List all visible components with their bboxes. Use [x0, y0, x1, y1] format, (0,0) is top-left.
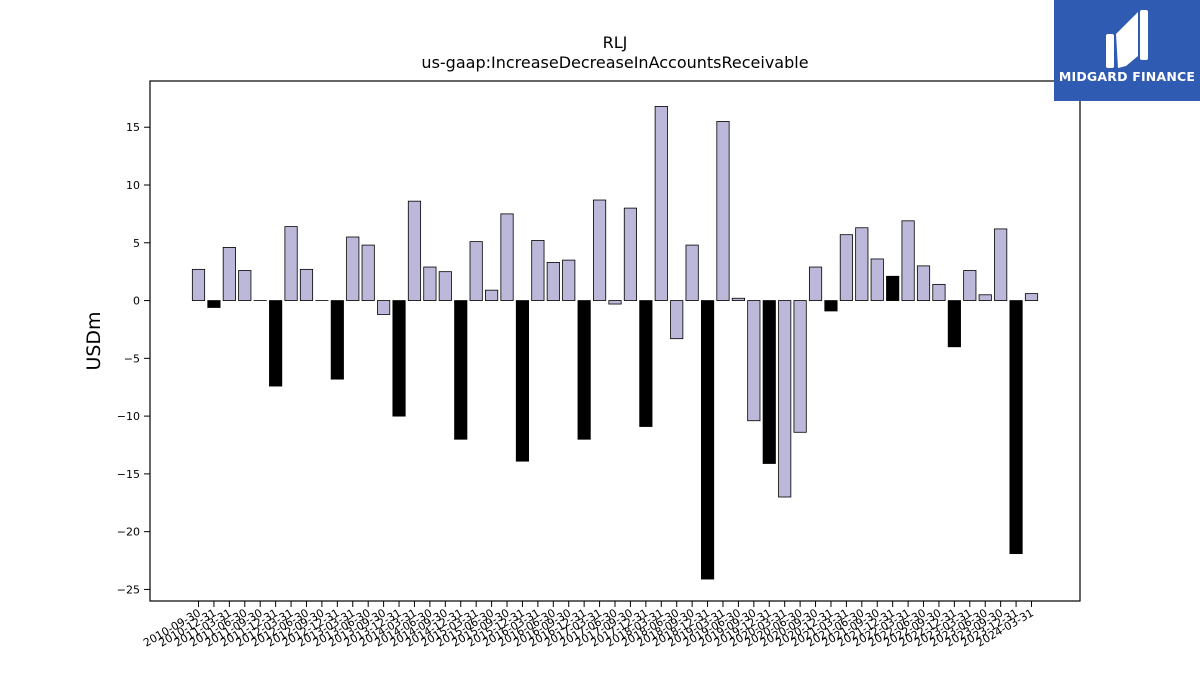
y-tick-label: −15 [117, 468, 140, 481]
bar-2018-03-31 [654, 106, 668, 301]
bar-2017-03-31 [593, 199, 607, 301]
bar-2023-06-30 [978, 294, 992, 301]
bar-2018-09-30 [685, 244, 699, 301]
bar-2019-03-31 [716, 121, 730, 301]
bar-2019-09-30 [747, 300, 761, 422]
bar-2016-06-30 [546, 262, 560, 301]
bar-2022-09-30 [932, 283, 946, 301]
bar-2014-03-31 [407, 200, 422, 301]
bar-2011-03-31 [222, 246, 236, 301]
bar-2011-12-31 [269, 300, 283, 387]
bar-2018-06-30 [670, 300, 684, 340]
bar-2020-12-31 [824, 300, 838, 312]
x-axis-ticks: 2010-09-302010-12-312011-03-312011-06-30… [141, 601, 1036, 650]
bar-2016-09-30 [562, 259, 576, 301]
bar-2016-12-31 [577, 300, 591, 440]
y-tick-label: 15 [126, 121, 140, 134]
bar-2021-09-30 [870, 258, 884, 301]
y-tick-label: 5 [133, 237, 140, 250]
bar-2013-09-30 [377, 300, 391, 315]
bar-2017-09-30 [623, 207, 638, 301]
bar-2024-03-31 [1024, 293, 1039, 301]
bar-2013-06-30 [361, 244, 375, 301]
bar-2015-09-30 [500, 213, 514, 301]
bar-2022-06-30 [916, 265, 931, 301]
bar-group [191, 106, 1039, 580]
bar-2010-12-31 [207, 300, 221, 308]
midgard-logo-icon [1106, 10, 1148, 68]
bar-2020-03-31 [778, 300, 792, 498]
bar-2023-09-30 [994, 228, 1008, 301]
bar-2020-06-30 [793, 300, 807, 433]
bar-2014-12-31 [454, 300, 468, 440]
bar-2023-12-31 [1009, 300, 1023, 555]
y-tick-label: −25 [117, 583, 140, 596]
y-axis-ticks: −25 −20 −15 −10 −5 0 5 10 15 [117, 121, 150, 596]
chart-subtitle: us-gaap:IncreaseDecreaseInAccountsReceiv… [421, 53, 808, 72]
bar-2013-03-31 [346, 236, 360, 301]
bar-2015-03-31 [469, 241, 483, 301]
bar-2016-03-31 [531, 240, 545, 301]
bar-2014-09-30 [438, 271, 452, 301]
bar-2019-12-31 [762, 300, 776, 464]
bar-2010-09-30 [191, 268, 206, 301]
bar-2017-06-30 [608, 300, 622, 305]
bar-2018-12-31 [700, 300, 715, 580]
y-tick-label: −10 [117, 410, 140, 423]
bar-2020-09-30 [808, 266, 823, 301]
bar-2012-12-31 [330, 300, 344, 380]
bar-2021-03-31 [839, 234, 853, 301]
bar-2022-03-31 [901, 220, 915, 301]
y-tick-label: 0 [133, 295, 140, 308]
chart-title: RLJ [603, 33, 628, 52]
y-tick-label: −20 [117, 526, 140, 539]
y-axis-label: USDm [83, 311, 105, 370]
y-tick-label: 10 [126, 179, 140, 192]
bar-2022-12-31 [947, 300, 961, 348]
bar-2017-12-31 [639, 300, 653, 427]
bar-2023-03-31 [963, 270, 977, 301]
bar-2014-06-30 [423, 266, 437, 301]
y-tick-label: −5 [124, 352, 140, 365]
bar-2015-12-31 [515, 300, 530, 462]
bar-2012-03-31 [284, 226, 298, 301]
brand-logo: MIDGARD FINANCE [1054, 0, 1200, 101]
plot-frame [149, 80, 1081, 602]
bar-2021-06-30 [855, 227, 869, 301]
brand-name: MIDGARD FINANCE [1058, 69, 1196, 84]
bar-2011-06-30 [238, 270, 252, 301]
bar-2013-12-31 [392, 300, 406, 417]
bar-2015-06-30 [485, 289, 499, 301]
bar-2012-06-30 [299, 268, 314, 301]
bar-2021-12-31 [886, 275, 900, 301]
bar-2019-06-30 [731, 297, 745, 301]
